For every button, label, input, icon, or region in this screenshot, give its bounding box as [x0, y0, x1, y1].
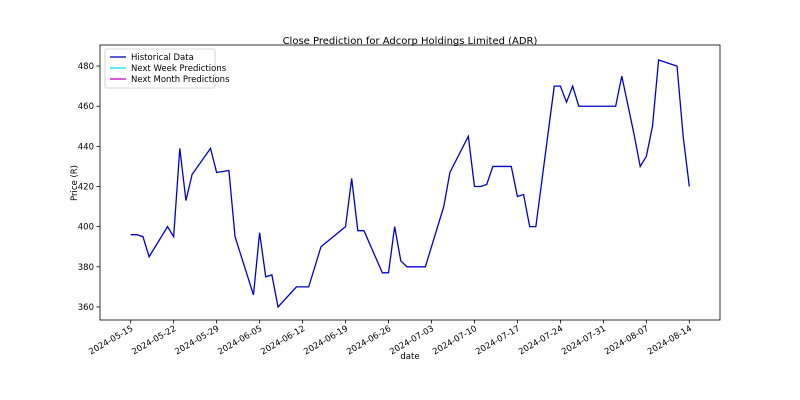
x-tick-label: 2024-05-15 — [87, 324, 135, 357]
x-tick-label: 2024-07-24 — [517, 324, 565, 357]
x-tick-label: 2024-05-22 — [130, 324, 178, 357]
y-tick-label: 480 — [78, 62, 94, 72]
chart-title: Close Prediction for Adcorp Holdings Lim… — [283, 36, 538, 47]
y-tick-label: 360 — [78, 303, 94, 313]
y-tick-label: 380 — [78, 263, 94, 273]
y-tick-label: 440 — [78, 142, 94, 152]
x-tick-label: 2024-08-07 — [603, 324, 651, 357]
y-tick-label: 420 — [78, 183, 94, 193]
x-tick-label: 2024-06-19 — [302, 324, 350, 357]
x-tick-label: 2024-06-12 — [259, 324, 307, 357]
x-axis-label: date — [400, 352, 419, 362]
x-tick-label: 2024-06-05 — [216, 324, 264, 357]
x-tick-label: 2024-07-10 — [431, 324, 479, 357]
x-tick-label: 2024-06-26 — [345, 324, 393, 357]
x-tick-label: 2024-07-31 — [560, 324, 608, 357]
y-tick-label: 460 — [78, 102, 94, 112]
x-tick-label: 2024-07-17 — [474, 324, 522, 357]
legend-label: Next Month Predictions — [131, 75, 230, 85]
data-line — [130, 59, 690, 309]
legend-box — [104, 48, 216, 89]
x-tick-label: 2024-05-29 — [173, 324, 221, 357]
legend-label: Next Week Predictions — [131, 64, 227, 74]
legend-label: Historical Data — [131, 53, 194, 63]
x-tick-label: 2024-08-14 — [646, 324, 694, 357]
plot-area — [99, 44, 721, 321]
y-axis-label: Price (R) — [70, 165, 80, 201]
y-tick-label: 400 — [78, 223, 94, 233]
